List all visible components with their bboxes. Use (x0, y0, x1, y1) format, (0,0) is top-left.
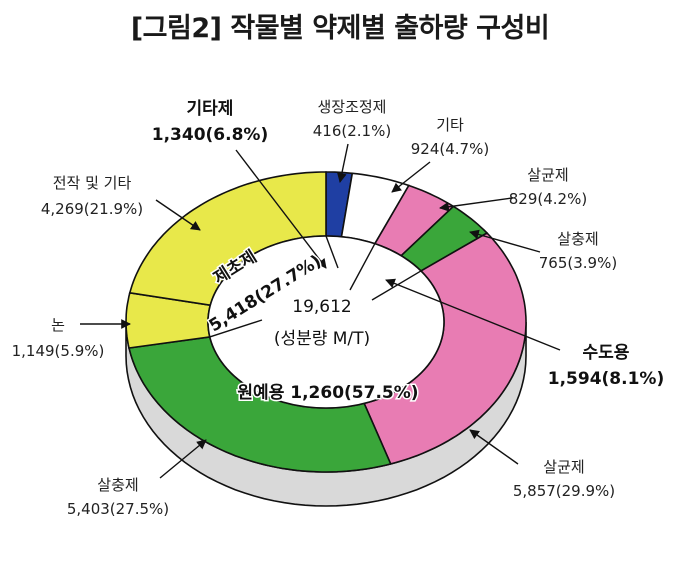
other-group-value: 1,340(6.8%) (152, 125, 268, 145)
leader-lines (80, 143, 561, 479)
field-value: 4,269(21.9%) (41, 200, 143, 218)
hort-fungicide-value: 5,857(29.9%) (513, 482, 615, 500)
divider-top (325, 235, 339, 269)
divider-rice (371, 270, 422, 301)
center-total: 19,612 (292, 297, 351, 317)
paddy-value: 1,149(5.9%) (12, 342, 105, 360)
hort-insecticide-name: 살충제 (97, 476, 138, 494)
divider-other (349, 243, 376, 291)
leader-rice-fungicide (439, 197, 513, 212)
hort-insecticide-value: 5,403(27.5%) (67, 500, 169, 518)
leader-field (155, 199, 201, 231)
rice-insecticide-value: 765(3.9%) (539, 254, 617, 272)
center-unit: (성분량 M/T) (274, 329, 370, 349)
divider-herb (209, 319, 263, 338)
donut-ring (125, 171, 527, 473)
rice-fungicide-name: 살균제 (527, 166, 568, 184)
leader-hort-insecticide (159, 439, 207, 479)
chart-title: [그림2] 작물별 약제별 출하량 구성비 (130, 13, 550, 44)
leader-rice-insecticide (469, 229, 541, 253)
rice-fungicide-value: 829(4.2%) (509, 190, 587, 208)
inner-divider-lines (209, 235, 422, 338)
horticulture-group-label: 원예용 1,260(57.5%) (237, 383, 418, 403)
rice-insecticide-name: 살충제 (557, 230, 598, 248)
other-name: 기타 (436, 116, 464, 134)
growth-name: 생장조정제 (317, 98, 386, 116)
other-group-name: 기타제 (187, 99, 234, 119)
leader-growth (337, 143, 349, 183)
field-name: 전작 및 기타 (53, 174, 132, 192)
hort-fungicide-name: 살균제 (543, 458, 584, 476)
other-value: 924(4.7%) (411, 140, 489, 158)
leader-other (391, 161, 431, 193)
leader-other-group (235, 149, 327, 269)
rice-group-value: 1,594(8.1%) (548, 369, 664, 389)
leader-hort-fungicide (469, 429, 519, 465)
growth-value: 416(2.1%) (313, 122, 391, 140)
leader-rice-group (385, 278, 561, 351)
rice-group-name: 수도용 (583, 343, 630, 363)
paddy-name: 논 (51, 316, 65, 334)
